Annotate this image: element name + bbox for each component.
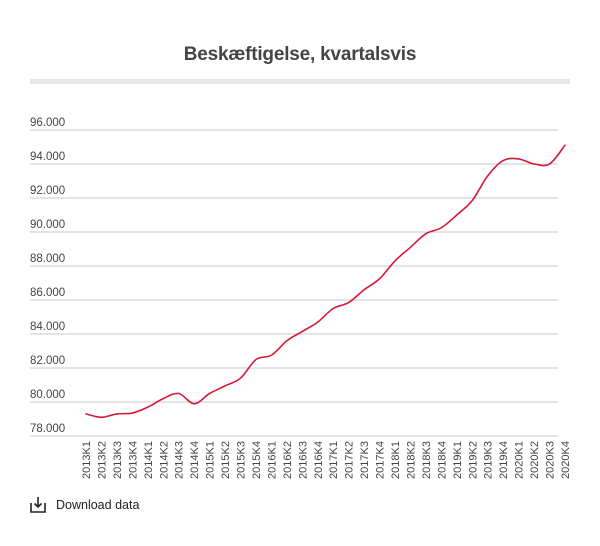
x-tick-label: 2017K4 (375, 441, 387, 479)
x-tick-label: 2015K1 (205, 441, 217, 479)
x-tick-label: 2019K1 (452, 441, 464, 479)
x-tick-label: 2015K2 (220, 441, 232, 479)
x-tick-label: 2013K2 (96, 441, 108, 479)
y-tick-label: 86.000 (30, 287, 65, 299)
x-tick-label: 2013K4 (127, 441, 139, 479)
y-tick-label: 82.000 (30, 355, 65, 367)
x-tick-label: 2016K3 (297, 441, 309, 479)
download-data-button[interactable]: Download data (29, 495, 139, 515)
x-tick-label: 2018K4 (436, 441, 448, 479)
x-tick-label: 2018K2 (405, 441, 417, 479)
x-tick-label: 2020K2 (529, 441, 541, 479)
x-tick-label: 2018K3 (421, 441, 433, 479)
x-tick-label: 2020K4 (560, 441, 572, 479)
series-layer (85, 144, 566, 419)
series-line (85, 144, 566, 419)
download-icon (30, 497, 46, 513)
x-tick-label: 2014K4 (189, 441, 201, 479)
x-tick-label: 2013K3 (112, 441, 124, 479)
x-tick-label: 2019K4 (498, 441, 510, 479)
x-tick-label: 2014K3 (174, 441, 186, 479)
x-tick-label: 2016K2 (282, 441, 294, 479)
x-tick-label: 2015K4 (251, 441, 263, 479)
y-tick-label: 96.000 (30, 117, 65, 129)
y-tick-label: 94.000 (30, 151, 65, 163)
y-axis-ticks: 78.000 80.000 82.000 84.000 86.000 88.000 90.0… (30, 117, 65, 435)
x-tick-label: 2016K1 (266, 441, 278, 479)
x-tick-label: 2020K3 (545, 441, 557, 479)
download-data-label: Download data (56, 498, 140, 512)
chart-title: Beskæftigelse, kvartalsvis (183, 44, 417, 65)
y-tick-label: 88.000 (30, 253, 65, 265)
y-tick-label: 78.000 (30, 423, 65, 435)
x-tick-label: 2016K4 (313, 441, 325, 479)
x-tick-label: 2014K1 (143, 441, 155, 479)
x-tick-label: 2017K1 (328, 441, 340, 479)
x-tick-label: 2019K3 (483, 441, 495, 479)
title-divider (30, 79, 570, 84)
x-tick-label: 2013K1 (81, 441, 93, 479)
grid-lines (30, 129, 558, 437)
y-tick-label: 80.000 (30, 389, 65, 401)
y-tick-label: 84.000 (30, 321, 65, 333)
x-tick-label: 2020K1 (514, 441, 526, 479)
x-tick-label: 2015K3 (236, 441, 248, 479)
x-tick-label: 2019K2 (467, 441, 479, 479)
line-chart: 78.000 80.000 82.000 84.000 86.000 88.000 90.0… (30, 117, 572, 479)
x-tick-label: 2017K3 (359, 441, 371, 479)
x-tick-label: 2018K1 (390, 441, 402, 479)
x-tick-label: 2014K2 (158, 441, 170, 479)
y-tick-label: 90.000 (30, 219, 65, 231)
x-axis-ticks: 2013K1 2013K2 2013K3 2013K4 2014K1 2014K2 2014… (81, 441, 572, 479)
x-tick-label: 2017K2 (344, 441, 356, 479)
y-tick-label: 92.000 (30, 185, 65, 197)
